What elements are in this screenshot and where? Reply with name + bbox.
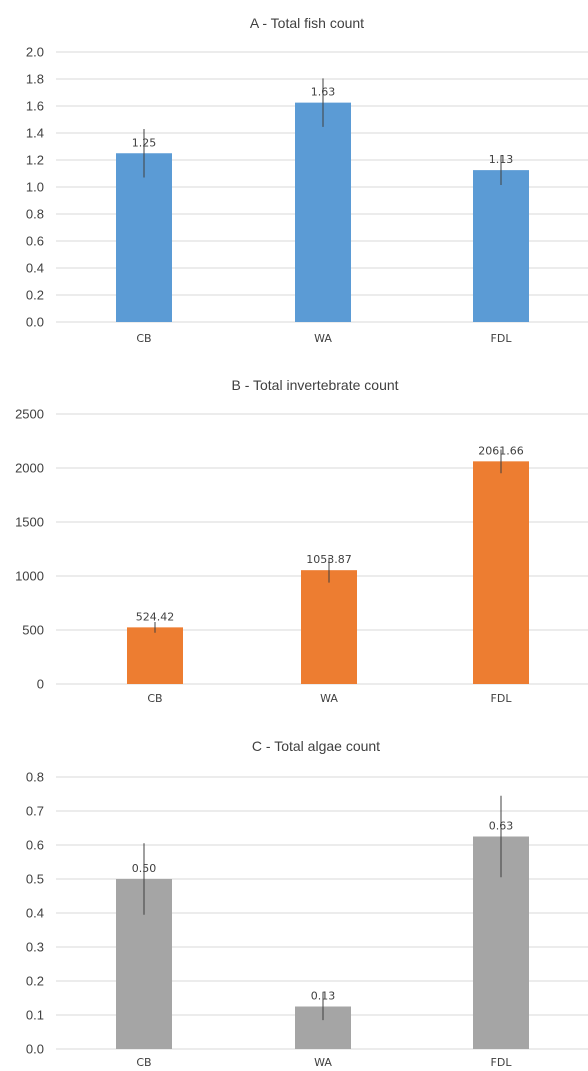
x-category-label: CB [136, 332, 151, 345]
y-tick-label: 0.2 [26, 288, 44, 303]
bar-cb [116, 153, 172, 322]
y-tick-label: 2000 [15, 461, 44, 476]
chart-panel-fish: A - Total fish count 0.0 0.2 0.4 0.6 0.8 1.0 1… [0, 0, 588, 356]
data-label: 1.13 [489, 153, 514, 166]
bar-fdl [473, 170, 529, 322]
y-tick-label: 1.2 [26, 153, 44, 168]
chart-panel-algae: C - Total algae count 0.0 0.1 0.2 0.3 0.4 0.5… [0, 714, 588, 1071]
y-tick-label: 2.0 [26, 45, 44, 60]
x-category-label: WA [314, 332, 332, 345]
bar-fdl [473, 461, 529, 684]
chart-algae-svg: C - Total algae count 0.0 0.1 0.2 0.3 0.4 0.5… [26, 738, 588, 1069]
y-tick-label: 0.8 [26, 207, 44, 222]
y-tick-label: 0.5 [26, 872, 44, 887]
data-label: 524.42 [136, 610, 175, 623]
y-tick-label: 1500 [15, 515, 44, 530]
y-tick-label: 1.8 [26, 72, 44, 87]
data-label: 0.13 [311, 990, 336, 1003]
y-tick-label: 2500 [15, 407, 44, 422]
data-label: 0.63 [489, 820, 514, 833]
y-tick-label: 0.8 [26, 770, 44, 785]
data-label: 2061.66 [478, 444, 524, 457]
y-tick-label: 0.2 [26, 974, 44, 989]
data-label: 0.50 [132, 862, 157, 875]
y-tick-label: 0.4 [26, 261, 44, 276]
x-category-label: CB [147, 692, 162, 705]
y-tick-label: 1.0 [26, 180, 44, 195]
y-tick-label: 0.0 [26, 315, 44, 330]
y-tick-label: 0.4 [26, 906, 44, 921]
x-category-label: FDL [491, 332, 513, 345]
x-category-label: WA [320, 692, 338, 705]
y-tick-label: 500 [22, 623, 44, 638]
chart-title: C - Total algae count [252, 738, 380, 754]
x-category-label: FDL [491, 692, 513, 705]
chart-fish-svg: A - Total fish count 0.0 0.2 0.4 0.6 0.8 1.0 1… [26, 15, 588, 345]
y-tick-label: 1000 [15, 569, 44, 584]
y-tick-label: 0.1 [26, 1008, 44, 1023]
y-tick-label: 1.4 [26, 126, 44, 141]
y-tick-label: 0.7 [26, 804, 44, 819]
data-label: 1053.87 [306, 553, 352, 566]
bar-cb [127, 627, 183, 684]
y-tick-label: 0 [37, 677, 44, 692]
chart-panel-invertebrate: B - Total invertebrate count 0 500 1000 150… [0, 356, 588, 714]
x-category-label: FDL [491, 1056, 513, 1069]
x-category-label: WA [314, 1056, 332, 1069]
bar-wa [301, 570, 357, 684]
y-tick-label: 0.6 [26, 838, 44, 853]
y-tick-label: 0.0 [26, 1042, 44, 1057]
data-label: 1.63 [311, 86, 336, 99]
chart-title: B - Total invertebrate count [231, 377, 398, 393]
chart-title: A - Total fish count [250, 15, 364, 31]
y-tick-label: 0.6 [26, 234, 44, 249]
y-tick-label: 1.6 [26, 99, 44, 114]
y-tick-label: 0.3 [26, 940, 44, 955]
x-category-label: CB [136, 1056, 151, 1069]
bar-wa [295, 102, 351, 322]
chart-invertebrate-svg: B - Total invertebrate count 0 500 1000 150… [15, 377, 588, 705]
data-label: 1.25 [132, 136, 157, 149]
